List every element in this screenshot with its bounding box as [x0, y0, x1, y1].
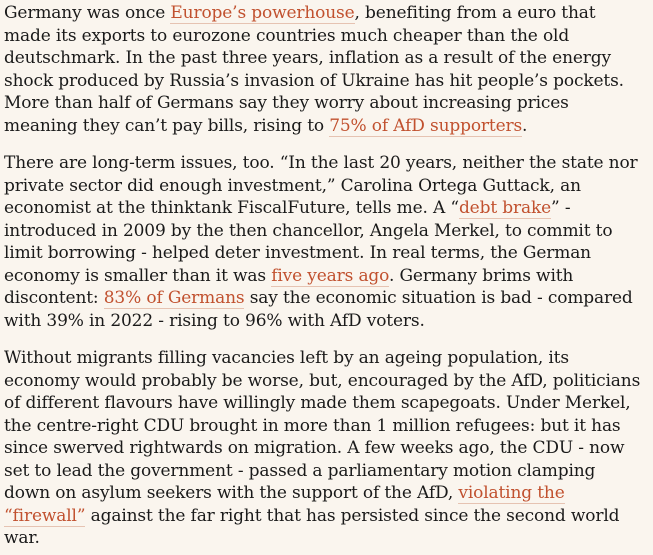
article-paragraph: Without migrants filling vacancies left … [4, 347, 645, 550]
inline-link[interactable]: 83% of Germans [103, 288, 245, 309]
paragraph-text: , benefiting from a euro that made its e… [4, 3, 624, 136]
article-paragraph: There are long-term issues, too. “In the… [4, 152, 645, 332]
article-paragraph: Germany was once Europe’s powerhouse, be… [4, 2, 645, 137]
paragraph-text: Germany was once [4, 3, 171, 23]
paragraph-text: Without migrants filling vacancies left … [4, 348, 641, 503]
paragraph-text: . Germany brims with discontent: [4, 265, 574, 309]
paragraph-text: ” - introduced in 2009 by the then chanc… [4, 198, 613, 286]
inline-link[interactable]: 75% of AfD supporters [329, 115, 523, 137]
paragraph-text: . [522, 115, 528, 136]
inline-link[interactable]: debt brake [458, 198, 552, 219]
paragraph-text: against the far right that has persisted… [4, 505, 620, 549]
inline-link[interactable]: violating the “firewall” [4, 483, 565, 527]
paragraph-text: There are long-term issues, too. “In the… [4, 153, 638, 218]
inline-link[interactable]: five years ago [271, 265, 389, 287]
inline-link[interactable]: Europe’s powerhouse [170, 3, 355, 24]
paragraph-text: say the economic situation is bad - comp… [4, 288, 633, 331]
